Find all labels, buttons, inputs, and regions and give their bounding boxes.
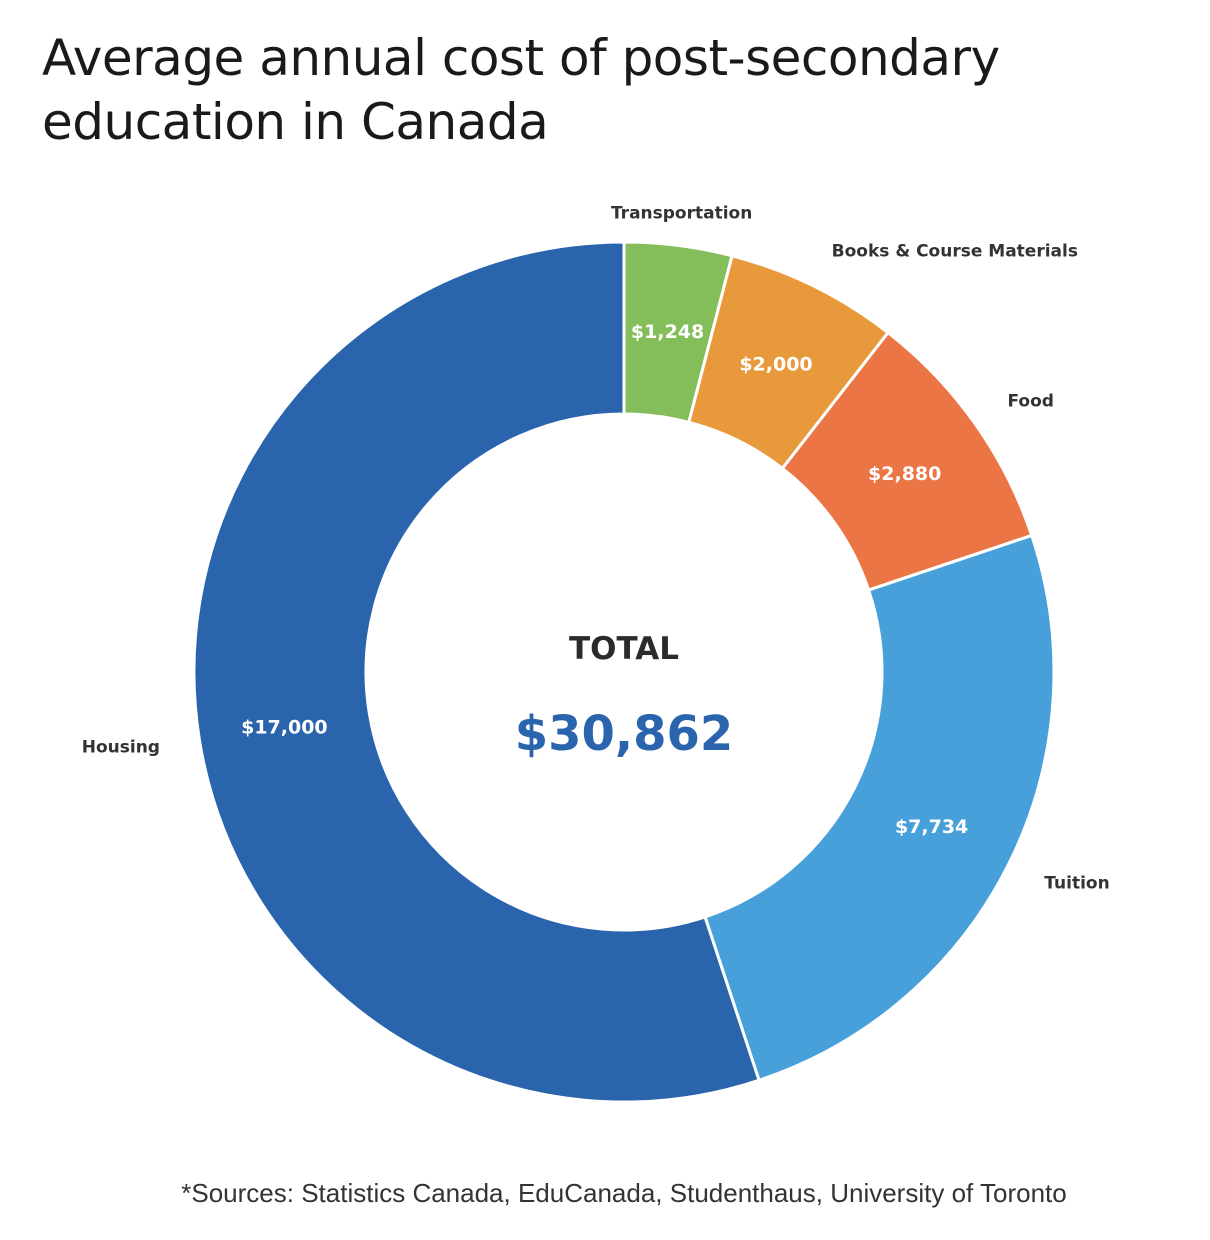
- category-labels: Transportation Books & Course Materials Fo…: [82, 204, 1110, 894]
- center-total-label: TOTAL: [569, 631, 679, 667]
- slice-housing: [192, 240, 761, 1104]
- donut-chart: $1,248 $2,000 $2,880 $7,734 $17,000 Transpor…: [82, 204, 1110, 1104]
- category-label-tuition: Tuition: [1044, 873, 1109, 893]
- donut-slices: [192, 240, 1056, 1104]
- category-label-housing: Housing: [82, 738, 160, 758]
- center-total-value: $30,862: [515, 706, 734, 762]
- slice-tuition: [703, 533, 1056, 1083]
- chart-title: Average annual cost of post-secondary ed…: [42, 29, 1000, 151]
- sources-note: *Sources: Statistics Canada, EduCanada, …: [181, 1178, 1067, 1208]
- value-label-books-and-course-materials: $2,000: [739, 353, 812, 375]
- value-labels: $1,248 $2,000 $2,880 $7,734 $17,000: [241, 321, 968, 838]
- value-label-transportation: $1,248: [631, 321, 704, 343]
- category-label-food: Food: [1008, 391, 1054, 411]
- category-label-books-and-course-materials: Books & Course Materials: [832, 241, 1078, 261]
- value-label-food: $2,880: [868, 463, 941, 485]
- category-label-transportation: Transportation: [611, 204, 752, 224]
- value-label-tuition: $7,734: [895, 816, 968, 838]
- value-label-housing: $17,000: [241, 717, 328, 739]
